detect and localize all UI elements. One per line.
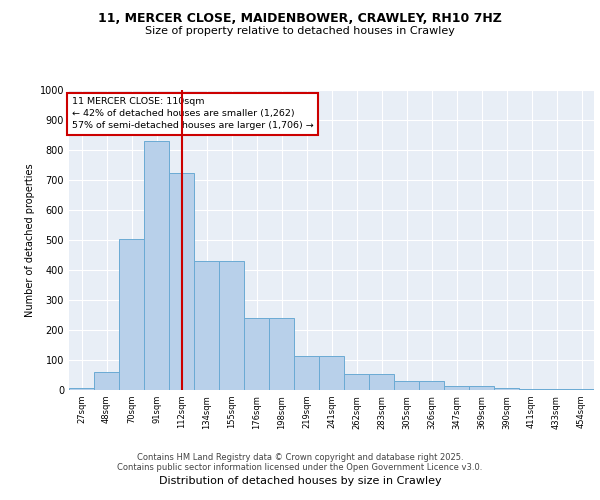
Bar bbox=[319, 356, 344, 390]
Bar bbox=[244, 318, 269, 390]
Bar bbox=[394, 381, 419, 390]
Text: Contains HM Land Registry data © Crown copyright and database right 2025.: Contains HM Land Registry data © Crown c… bbox=[137, 454, 463, 462]
Bar bbox=[269, 318, 294, 390]
Bar bbox=[94, 372, 119, 390]
Bar bbox=[494, 388, 519, 390]
Bar bbox=[144, 141, 169, 390]
Bar bbox=[469, 386, 494, 390]
Bar bbox=[444, 386, 469, 390]
Bar bbox=[544, 388, 569, 390]
Bar bbox=[369, 374, 394, 390]
Bar bbox=[119, 238, 144, 390]
Y-axis label: Number of detached properties: Number of detached properties bbox=[25, 163, 35, 317]
Bar bbox=[344, 374, 369, 390]
Bar bbox=[519, 388, 544, 390]
Text: Size of property relative to detached houses in Crawley: Size of property relative to detached ho… bbox=[145, 26, 455, 36]
Bar bbox=[419, 381, 444, 390]
Bar bbox=[219, 261, 244, 390]
Bar bbox=[169, 172, 194, 390]
Text: Distribution of detached houses by size in Crawley: Distribution of detached houses by size … bbox=[158, 476, 442, 486]
Bar bbox=[194, 261, 219, 390]
Text: 11 MERCER CLOSE: 110sqm
← 42% of detached houses are smaller (1,262)
57% of semi: 11 MERCER CLOSE: 110sqm ← 42% of detache… bbox=[71, 98, 313, 130]
Bar bbox=[569, 388, 594, 390]
Text: 11, MERCER CLOSE, MAIDENBOWER, CRAWLEY, RH10 7HZ: 11, MERCER CLOSE, MAIDENBOWER, CRAWLEY, … bbox=[98, 12, 502, 26]
Bar bbox=[294, 356, 319, 390]
Bar bbox=[69, 388, 94, 390]
Text: Contains public sector information licensed under the Open Government Licence v3: Contains public sector information licen… bbox=[118, 464, 482, 472]
